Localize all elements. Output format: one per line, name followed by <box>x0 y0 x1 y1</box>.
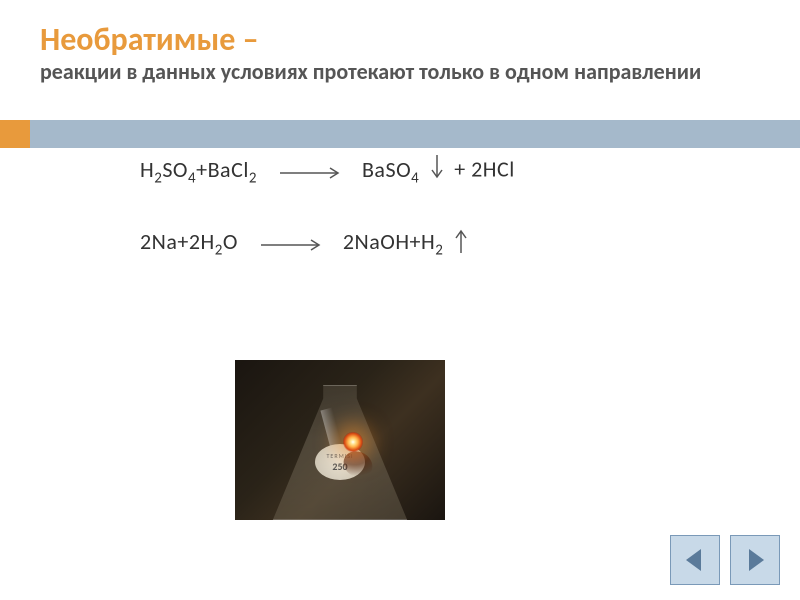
equation-1: H2SO4+BaCl2 BaSO4 + 2HCl <box>140 155 760 187</box>
reaction-arrow-icon <box>261 230 325 257</box>
gas-arrow-icon <box>455 227 467 259</box>
reaction-arrow-icon <box>280 158 344 185</box>
chevron-right-icon <box>741 546 769 574</box>
eq2-rhs1: 2NaOH+H2 <box>343 228 449 255</box>
experiment-photo: TERMISI 250 <box>235 360 445 520</box>
main-title: Необратимые – <box>40 20 760 59</box>
eq1-rhs2: + 2HCl <box>454 156 515 183</box>
eq1-lhs: H2SO4+BaCl2 <box>140 156 262 183</box>
next-slide-button[interactable] <box>730 535 780 585</box>
chevron-left-icon <box>681 546 709 574</box>
flask-graphic: TERMISI 250 <box>265 370 415 520</box>
title-block: Необратимые – реакции в данных условиях … <box>0 0 800 95</box>
subtitle: реакции в данных условиях протекают толь… <box>40 59 760 85</box>
spark-icon <box>343 432 363 452</box>
title-underline <box>30 120 800 148</box>
equation-2: 2Na+2H2O 2NaOH+H2 <box>140 227 760 259</box>
accent-bar <box>0 120 30 148</box>
eq1-rhs1: BaSO4 <box>362 156 425 183</box>
eq2-lhs: 2Na+2H2O <box>140 228 243 255</box>
prev-slide-button[interactable] <box>670 535 720 585</box>
precipitate-arrow-icon <box>431 155 443 187</box>
